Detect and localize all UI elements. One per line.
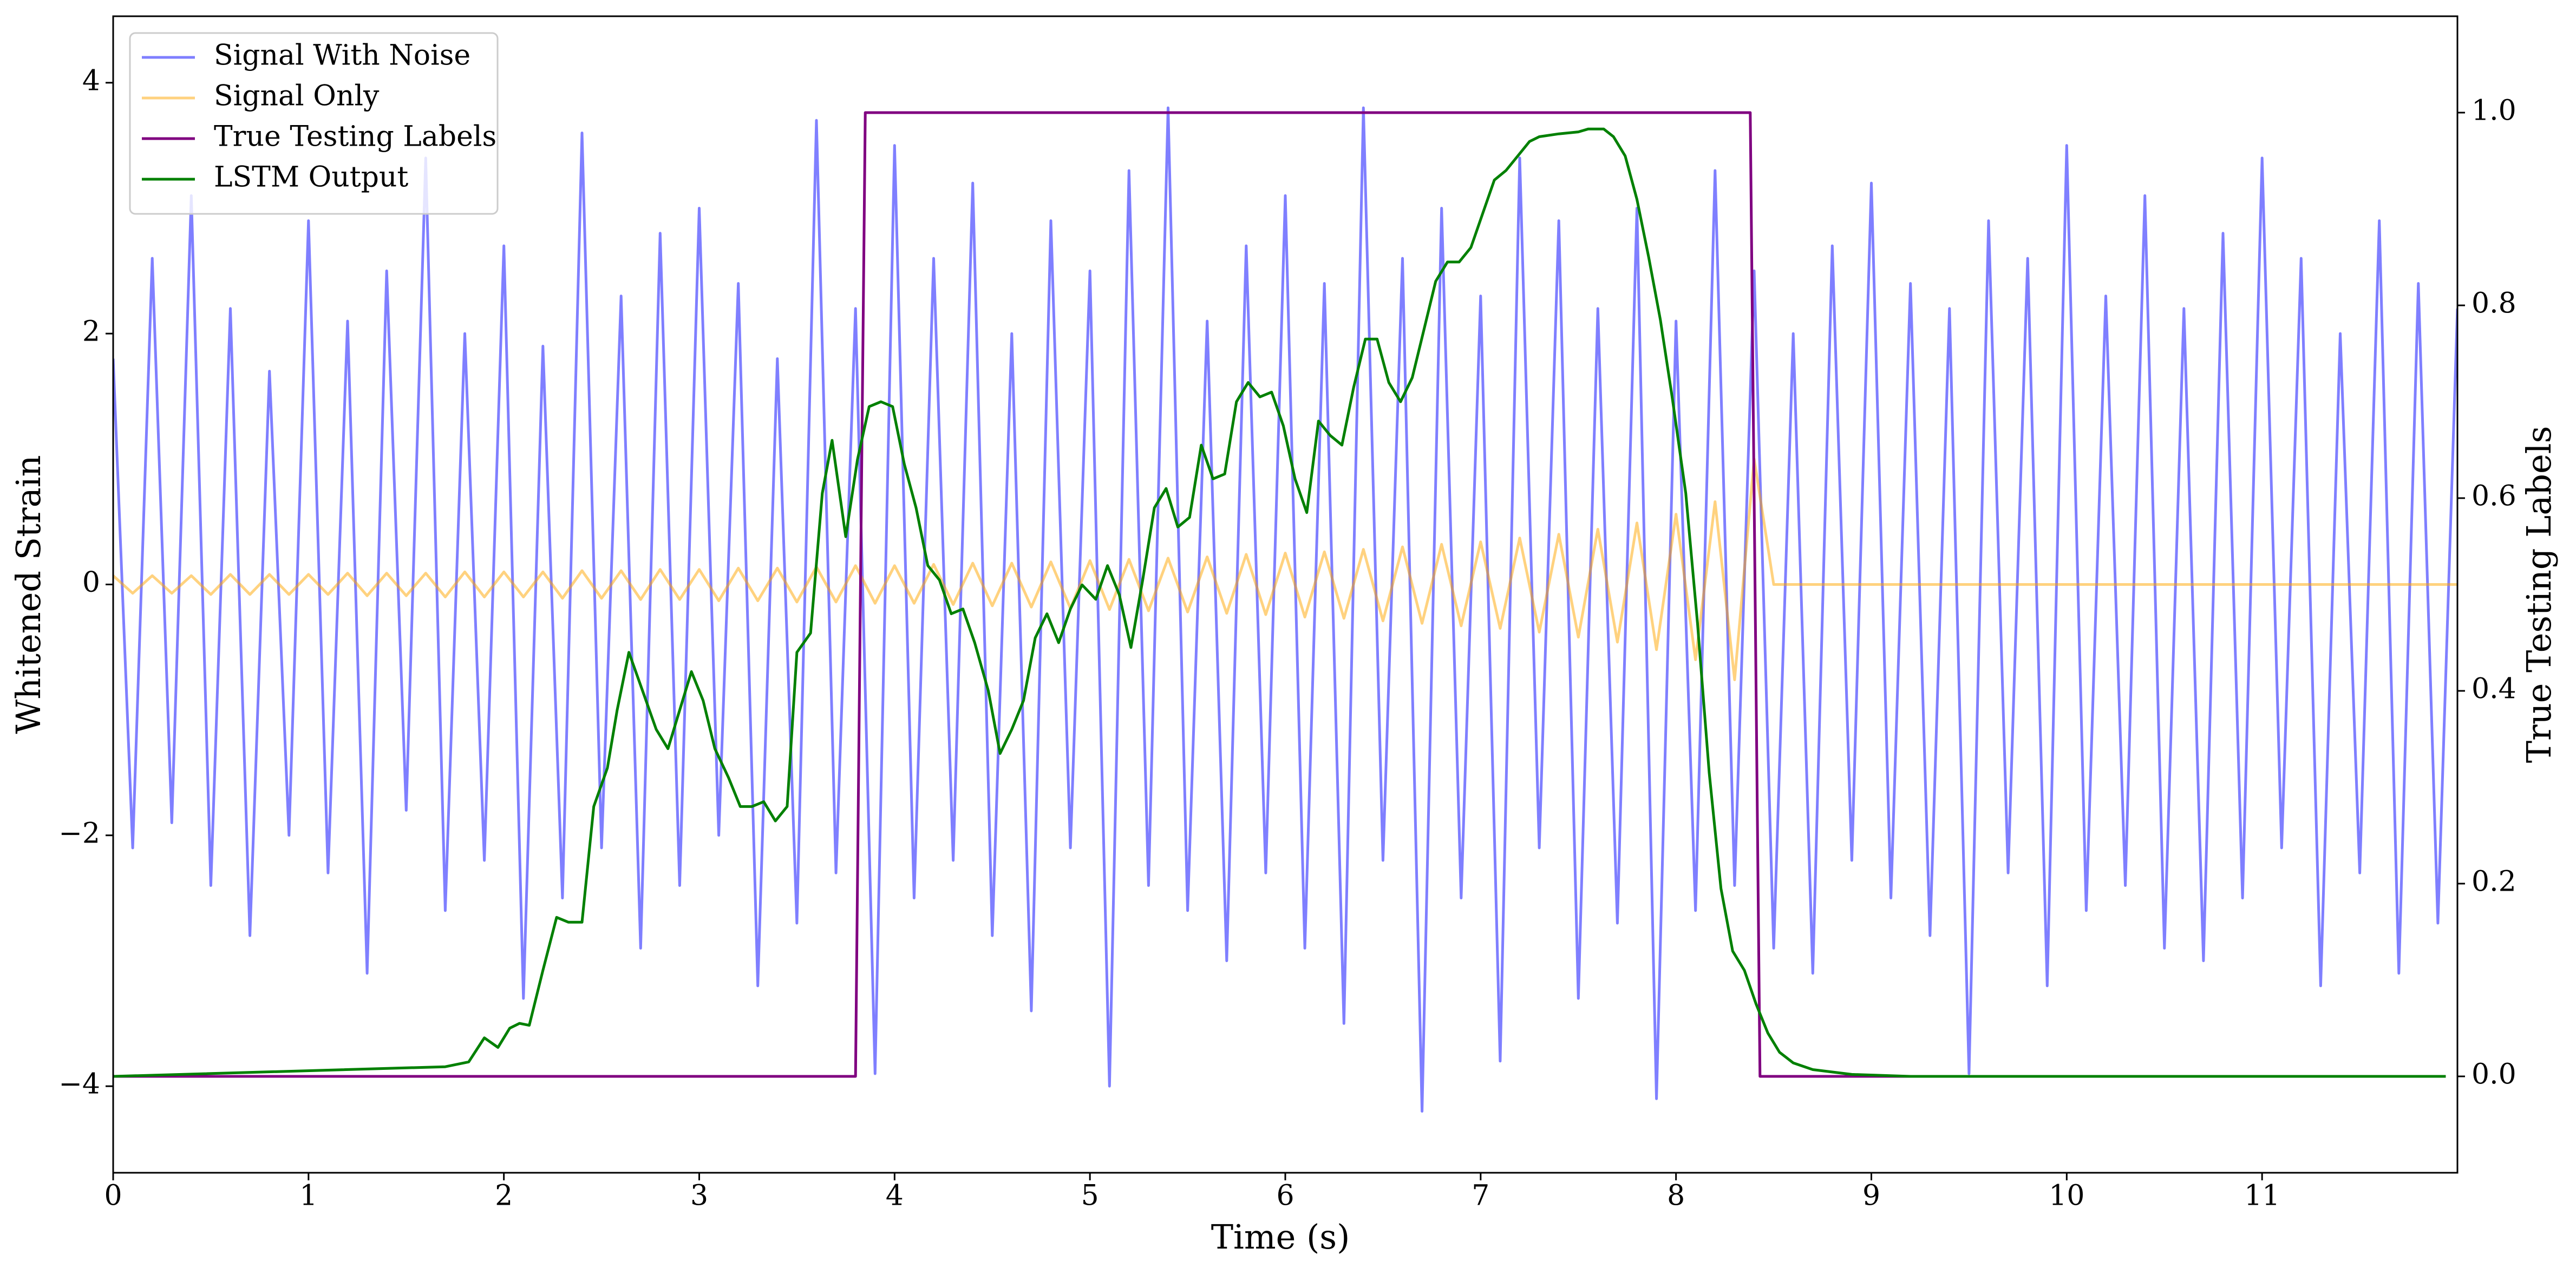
x-tick-label: 9 xyxy=(1862,1180,1880,1212)
series-line xyxy=(113,458,2457,681)
x-tick-label: 10 xyxy=(2049,1180,2084,1212)
y-axis-label: Whitened Strain xyxy=(9,455,48,734)
y2-tick-label: 0.6 xyxy=(2472,480,2516,513)
x-tick-label: 2 xyxy=(495,1180,513,1212)
y2-tick-label: 1.0 xyxy=(2472,95,2516,127)
y-tick-label: 2 xyxy=(82,316,100,348)
y2-tick-label: 0.4 xyxy=(2472,673,2516,705)
y2-axis-label: True Testing Labels xyxy=(2519,426,2559,763)
x-tick-label: 8 xyxy=(1667,1180,1685,1212)
x-tick-label: 0 xyxy=(104,1180,122,1212)
series-line xyxy=(113,106,2457,1113)
y2-tick-label: 0.0 xyxy=(2472,1059,2516,1091)
y2-tick-label: 0.8 xyxy=(2472,288,2516,320)
legend-label: Signal Only xyxy=(214,80,380,113)
legend-box xyxy=(129,32,499,215)
x-tick-label: 6 xyxy=(1276,1180,1294,1212)
x-tick-label: 4 xyxy=(886,1180,904,1212)
x-tick-label: 3 xyxy=(690,1180,708,1212)
series-line xyxy=(113,127,2446,1078)
legend-label: Signal With Noise xyxy=(214,40,470,72)
legend-label: LSTM Output xyxy=(214,161,408,194)
legend-label: True Testing Labels xyxy=(214,121,496,153)
x-axis-label: Time (s) xyxy=(1211,1217,1350,1257)
x-tick-label: 1 xyxy=(299,1180,317,1212)
y-tick-label: 4 xyxy=(82,64,100,97)
x-tick-label: 7 xyxy=(1472,1180,1489,1212)
y2-tick-label: 0.2 xyxy=(2472,866,2516,898)
y-tick-label: 0 xyxy=(82,566,100,599)
y-tick-label: −2 xyxy=(58,817,100,850)
plot-area xyxy=(113,106,2457,1113)
x-tick-label: 5 xyxy=(1081,1180,1099,1212)
y-tick-label: −4 xyxy=(58,1068,100,1101)
x-tick-label: 11 xyxy=(2244,1180,2280,1212)
